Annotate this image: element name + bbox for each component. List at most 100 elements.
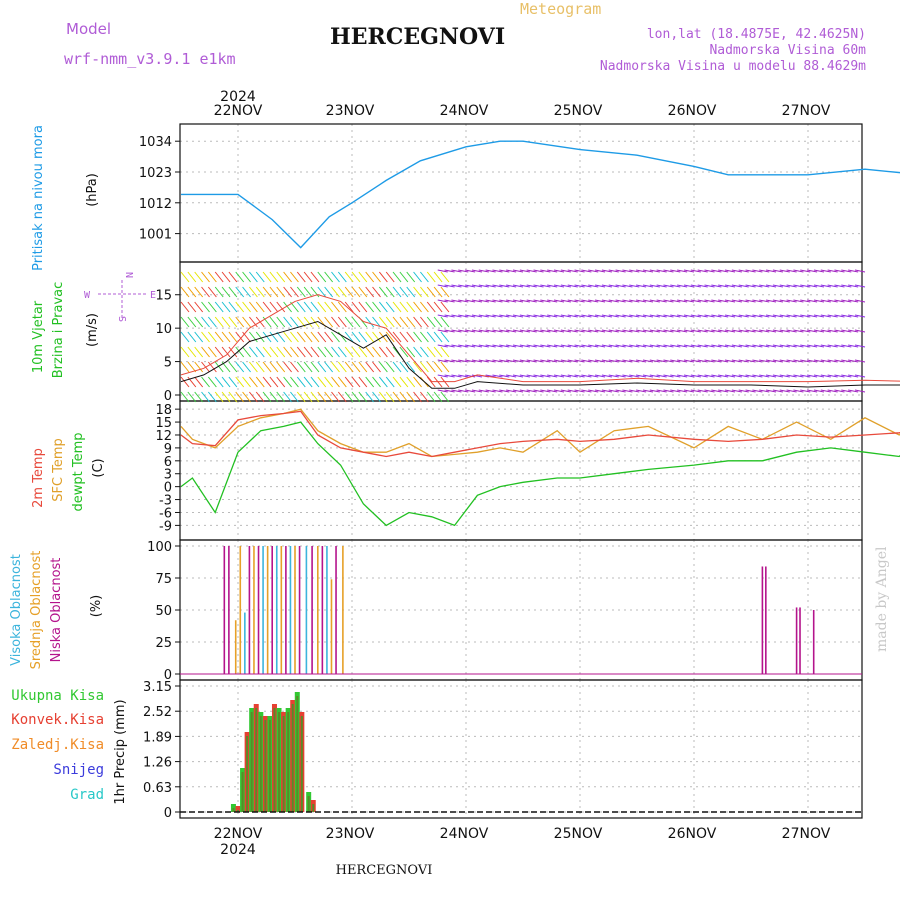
wind-arrow xyxy=(478,389,489,393)
wind-arrow xyxy=(296,331,306,343)
wind-arrow xyxy=(437,359,448,363)
wind-arrow xyxy=(834,359,845,363)
wind-arrow xyxy=(649,389,660,393)
wind-arrow xyxy=(704,374,715,378)
wind-arrow xyxy=(793,284,804,288)
wind-arrow xyxy=(759,314,770,318)
wind-arrow xyxy=(269,286,279,298)
wind-arrow xyxy=(636,359,647,363)
wind-arrow xyxy=(194,286,204,298)
wind-arrow xyxy=(228,391,238,403)
wind-arrow xyxy=(317,361,327,373)
wind-arrow xyxy=(772,374,784,378)
wind-arrow xyxy=(310,391,320,403)
wind-arrow xyxy=(303,346,313,358)
wind-arrow xyxy=(752,359,763,363)
wind-arrow xyxy=(485,314,496,318)
wind-arrow xyxy=(711,269,722,273)
wind-arrow xyxy=(228,316,238,328)
wind-arrow xyxy=(249,301,258,313)
wind-arrow xyxy=(649,344,660,348)
wind-arrow xyxy=(533,314,544,318)
wind-arrow xyxy=(413,391,422,403)
wind-arrow xyxy=(704,329,715,333)
y-tick-label: 2.52 xyxy=(143,705,172,720)
meteogram-label: Meteogram xyxy=(520,0,601,18)
wind-arrow xyxy=(310,376,320,388)
wind-arrow xyxy=(622,269,633,273)
wind-arrow xyxy=(207,271,217,283)
precip-ylabel-frozen: Zaledj.Kisa xyxy=(11,737,104,753)
wind-arrow xyxy=(310,271,320,283)
wind-arrow xyxy=(344,391,354,403)
wind-arrow xyxy=(420,316,429,328)
wind-arrow xyxy=(718,344,729,348)
wind-arrow xyxy=(663,359,674,363)
wind-arrow xyxy=(711,389,722,393)
wind-arrow xyxy=(451,299,462,303)
wind-arrow xyxy=(622,314,633,318)
wind-arrow xyxy=(242,361,251,373)
wind-arrow xyxy=(765,269,777,273)
wind-arrow xyxy=(738,344,749,348)
pressure-unit: (hPa) xyxy=(85,173,100,207)
wind-arrow xyxy=(337,286,347,298)
wind-arrow xyxy=(642,314,654,318)
wind-arrow xyxy=(765,389,777,393)
wind-arrow xyxy=(331,331,340,343)
wind-arrow xyxy=(690,389,701,393)
precip-bar-inner xyxy=(296,696,299,812)
wind-arrow xyxy=(834,269,845,273)
wind-arrow xyxy=(283,376,292,388)
precip-bar-inner xyxy=(232,808,235,812)
wind-arrow xyxy=(310,301,320,313)
wind-arrow xyxy=(759,329,770,333)
wind-arrow xyxy=(690,269,701,273)
wind-arrow xyxy=(249,376,258,388)
wind-arrow xyxy=(451,284,462,288)
wind-arrow xyxy=(560,284,571,288)
wind-arrow xyxy=(745,314,756,318)
wind-arrow xyxy=(588,299,599,303)
wind-arrow xyxy=(365,391,375,403)
wind-arrow xyxy=(608,329,619,333)
wind-arrow xyxy=(458,314,469,318)
wind-arrow xyxy=(793,299,804,303)
wind-arrow xyxy=(848,284,859,288)
wind-arrow xyxy=(601,389,613,393)
wind-arrow xyxy=(813,359,825,363)
wind-arrow xyxy=(854,359,866,363)
wind-arrow xyxy=(827,359,838,363)
top-day-23: 23NOV xyxy=(326,103,375,119)
wind-arrow xyxy=(365,331,375,343)
wind-arrow xyxy=(519,344,530,348)
wind-arrow xyxy=(731,284,742,288)
wind-arrow xyxy=(180,391,190,403)
wind-arrow xyxy=(765,314,777,318)
wind-arrow xyxy=(235,331,245,343)
wind-arrow xyxy=(392,391,402,403)
wind-arrow xyxy=(519,389,530,393)
wind-arrow xyxy=(214,271,224,283)
wind-arrow xyxy=(235,316,245,328)
wind-arrow xyxy=(560,344,571,348)
wind-arrow xyxy=(187,391,197,403)
wind-arrow xyxy=(683,374,695,378)
wind-arrow xyxy=(560,359,571,363)
wind-arrow xyxy=(283,301,292,313)
wind-arrow xyxy=(820,389,831,393)
wind-arrow xyxy=(317,376,327,388)
wind-arrow xyxy=(296,286,306,298)
wind-arrow xyxy=(793,344,804,348)
wind-arrow xyxy=(533,284,544,288)
wind-arrow xyxy=(601,314,613,318)
wind-arrow xyxy=(372,376,381,388)
wind-arrow xyxy=(711,284,722,288)
wind-arrow xyxy=(533,329,544,333)
wind-arrow xyxy=(848,269,859,273)
wind-arrow xyxy=(841,299,852,303)
wind-arrow xyxy=(194,331,204,343)
wind-arrow xyxy=(406,316,416,328)
wind-arrow xyxy=(560,269,571,273)
wind-arrow xyxy=(772,299,784,303)
